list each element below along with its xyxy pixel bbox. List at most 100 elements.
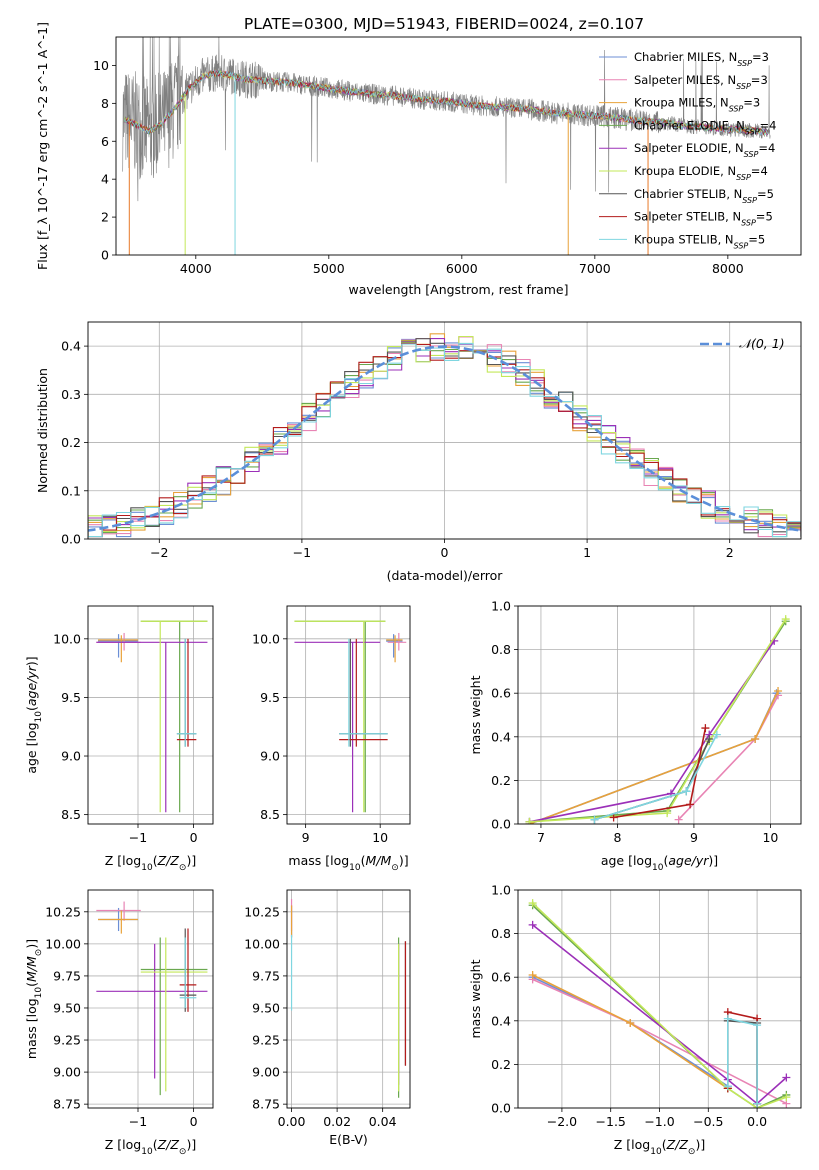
y-tick-label: 9.75 <box>53 968 81 983</box>
y-axis-label-part: age [log <box>24 722 39 773</box>
x-axis-label: mass [log10(M/M⊙)] <box>288 853 408 873</box>
x-axis-label: Z [log10(Z/Z⊙)] <box>614 1137 705 1157</box>
errorbar-salpeter-elodie <box>96 641 208 813</box>
y-tick-label: 10.00 <box>244 936 280 951</box>
x-tick-label: 4000 <box>180 261 212 276</box>
legend-name: Salpeter STELIB <box>634 210 725 224</box>
axes-frame <box>517 605 802 825</box>
x-tick-label: 0.00 <box>278 1114 306 1129</box>
x-tick-label: −2.0 <box>547 1114 577 1129</box>
x-tick-label: 5000 <box>313 261 345 276</box>
weight-line <box>532 902 787 1108</box>
legend-label: Salpeter STELIB, NSSP=5 <box>634 210 773 228</box>
y-tick-label: 0.6 <box>491 686 511 701</box>
legend-name: Kroupa MILES <box>634 96 713 110</box>
legend-n: , N <box>728 141 744 155</box>
x-axis-label-part: Z/Z <box>666 1137 689 1152</box>
weight-marker <box>686 800 695 809</box>
errorbar-salpeter-stelib <box>339 638 388 747</box>
plot-area <box>96 901 208 1096</box>
y-tick-label: 8.5 <box>260 807 280 822</box>
legend-label: Chabrier ELODIE, NSSP=4 <box>634 118 776 136</box>
weight-line <box>726 1011 758 1104</box>
x-tick-label: 6000 <box>446 261 478 276</box>
axes-frame <box>286 605 411 825</box>
y-axis-label-part: )] <box>24 656 39 666</box>
errorbar-kroupa-elodie <box>294 620 386 813</box>
y-tick-label: 0.8 <box>491 926 511 941</box>
errorbar-salpeter-miles <box>96 901 141 921</box>
y-axis-label-part: M/M <box>24 956 39 982</box>
legend-label: Kroupa ELODIE, NSSP=4 <box>634 164 768 182</box>
y-tick-label: 10.25 <box>45 904 81 919</box>
y-tick-label: 8.5 <box>61 807 81 822</box>
weight-marker <box>528 899 537 908</box>
errorbar-salpeter-elodie <box>96 943 208 1079</box>
legend-n: , N <box>725 210 741 224</box>
x-tick-label: −2 <box>150 545 168 560</box>
x-axis-label-part: )] <box>708 853 718 868</box>
axes-frame <box>87 605 214 825</box>
weight-series-salpeter-elodie <box>525 636 779 824</box>
weight-marker <box>663 809 672 818</box>
x-axis-label: age [log10(age/yr)] <box>601 853 718 873</box>
weight-marker <box>753 1021 762 1030</box>
weight-marker <box>626 1018 635 1027</box>
y-tick-label: 8.75 <box>252 1097 280 1112</box>
legend-n-sub: SSP <box>736 81 751 90</box>
x-tick-label: −1.0 <box>644 1114 674 1129</box>
weight-line <box>529 640 775 823</box>
axes-frame <box>517 889 802 1109</box>
x-axis-label-part: )] <box>186 1137 196 1152</box>
legend-n-sub: SSP <box>736 173 751 182</box>
errorbar-kroupa-miles <box>98 910 138 934</box>
x-axis-label-part: 10 <box>349 863 361 873</box>
weight-marker <box>705 734 714 743</box>
x-axis-label-part: )] <box>186 853 196 868</box>
x-tick-label: 0.0 <box>747 1114 767 1129</box>
errorbar-kroupa-miles <box>386 635 403 663</box>
x-tick-label: 1 <box>583 545 591 560</box>
gaussian-reference-line <box>88 345 801 532</box>
x-axis-label-part: Z/Z <box>157 853 180 868</box>
x-axis-label-part: ⊙ <box>391 863 399 873</box>
x-axis-label-part: ( <box>662 1137 667 1152</box>
errorbar-salpeter-elodie <box>294 641 381 813</box>
errorbar-kroupa-stelib <box>179 937 197 1008</box>
weight-marker <box>528 971 537 980</box>
errorbar-kroupa-elodie <box>140 937 208 1092</box>
legend-n-sub: SSP <box>741 218 756 227</box>
legend-n: , N <box>720 73 736 87</box>
weight-marker <box>774 687 783 696</box>
x-tick-label: 2 <box>726 545 734 560</box>
errorbar-chabrier-elodie <box>140 620 208 813</box>
weight-marker <box>782 1073 791 1082</box>
y-tick-label: 1.0 <box>491 599 511 614</box>
weight-marker <box>590 815 599 824</box>
x-axis-label-part: age/yr <box>668 853 709 868</box>
y-tick-label: 9.5 <box>260 690 280 705</box>
weight-marker <box>723 1014 732 1023</box>
legend-label: Salpeter MILES, NSSP=3 <box>634 73 768 91</box>
x-tick-label: −1.5 <box>596 1114 626 1129</box>
y-tick-label: 10.0 <box>53 631 81 646</box>
y-tick-label: 9.25 <box>53 1033 81 1048</box>
x-tick-label: 10 <box>372 830 388 845</box>
x-axis-label: wavelength [Angstrom, rest frame] <box>348 282 568 297</box>
weight-line <box>529 618 787 823</box>
legend-n-value: 4 <box>768 141 775 155</box>
x-axis-label-part: age [log <box>601 853 652 868</box>
plot-area <box>525 615 790 824</box>
x-axis-label-part: Z [log <box>614 1137 650 1152</box>
weight-marker <box>682 787 691 796</box>
weight-marker <box>528 920 537 929</box>
x-tick-label: 8000 <box>712 261 744 276</box>
spectrum-panel: 4000 5000 6000 7000 8000 0 2 4 6 8 10 wavelength [A… <box>35 22 802 297</box>
plot-area <box>528 899 791 1108</box>
x-axis-label-part: ( <box>361 853 366 868</box>
weight-marker <box>723 1082 732 1091</box>
weight-marker <box>609 813 618 822</box>
legend-n-value: 5 <box>765 210 772 224</box>
y-tick-label: 10.00 <box>45 936 81 951</box>
